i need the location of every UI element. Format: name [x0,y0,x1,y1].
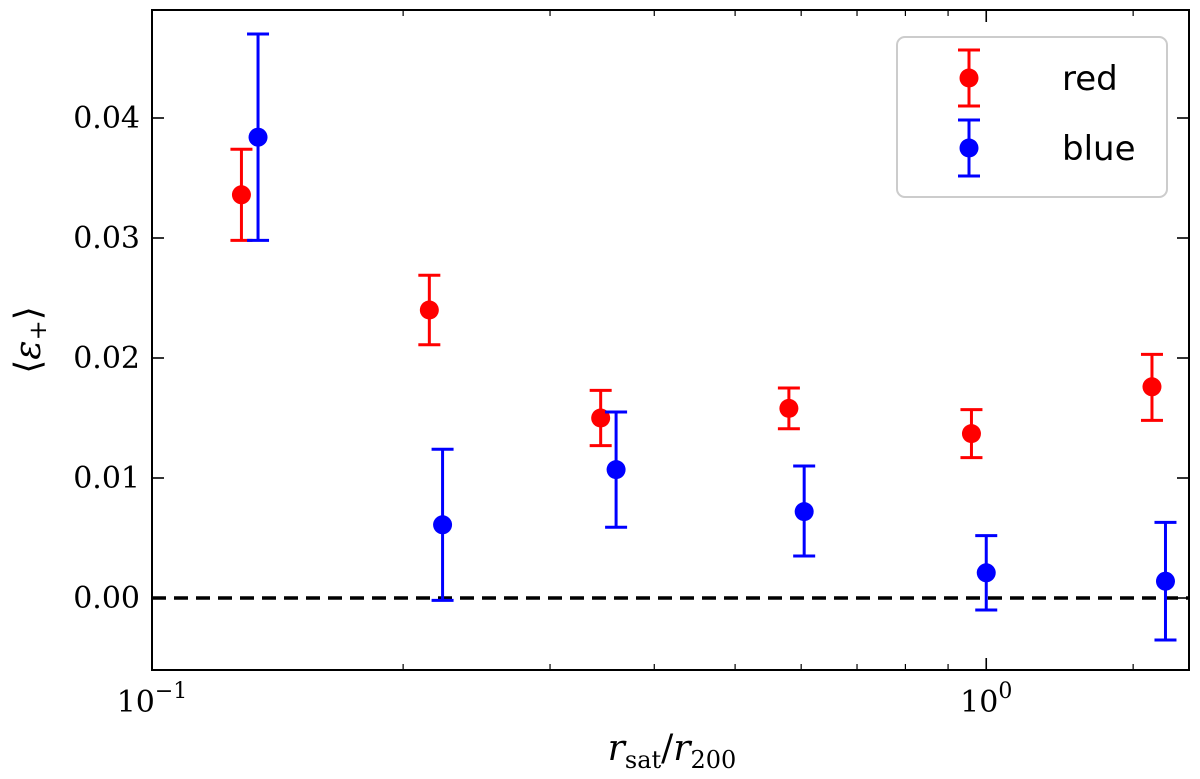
data-point [1142,377,1162,397]
y-tick-label: 0.04 [73,101,140,136]
y-tick-label: 0.03 [73,221,140,256]
plot-frame [151,9,1190,671]
legend-label: red [1062,59,1118,99]
data-point [976,563,996,583]
x-axis-label: rsat/r200 [608,728,737,774]
x-tick-labels: 10−1 100 [117,679,1013,720]
data-point [779,398,799,418]
x-tick-label: 10−1 [117,679,188,720]
legend-label: blue [1062,129,1136,169]
legend-entry-red: red [958,48,1118,108]
y-tick-labels: 0.00 0.01 0.02 0.03 0.04 [73,101,140,616]
data-point [794,502,814,522]
axis-ticks [151,10,1189,670]
legend: red blue [896,36,1168,198]
series-blue [247,32,1177,642]
x-tick-label: 100 [960,679,1012,720]
data-point [231,185,251,205]
legend-box [896,36,1168,198]
y-axis-label: ⟨ε+⟩ [8,306,52,374]
legend-entry-blue: blue [958,118,1136,178]
data-series [230,32,1177,642]
data-point [961,424,981,444]
data-point [1155,571,1175,591]
y-tick-label: 0.02 [73,341,140,376]
series-red [230,147,1163,460]
y-tick-label: 0.00 [73,581,140,616]
data-point [433,515,453,535]
data-point [419,300,439,320]
data-point [248,127,268,147]
legend-marker [959,138,979,158]
legend-marker [959,68,979,88]
y-tick-label: 0.01 [73,461,140,496]
data-point [606,460,626,480]
